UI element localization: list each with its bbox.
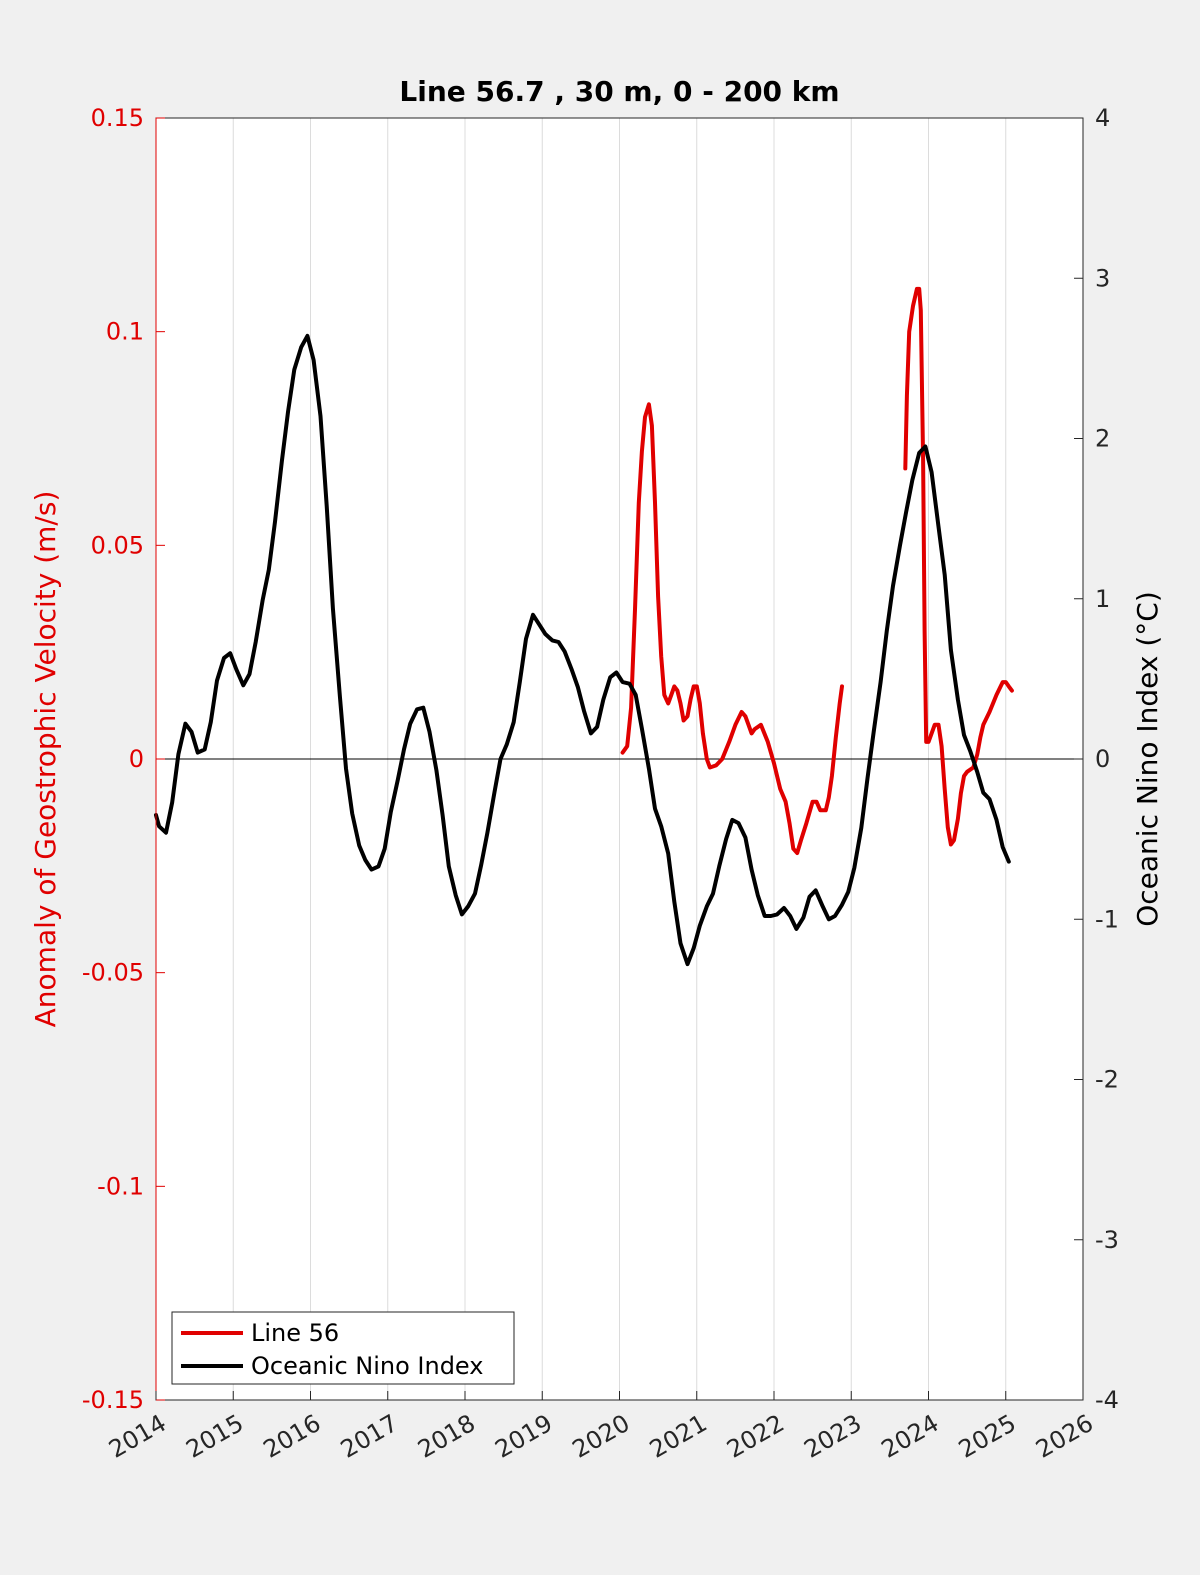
- right-y-axis-label: Oceanic Nino Index (°C): [1131, 591, 1164, 927]
- left-y-tick-label: 0: [129, 745, 144, 773]
- left-y-tick-label: 0.1: [106, 318, 144, 346]
- legend: Line 56 Oceanic Nino Index: [171, 1311, 515, 1385]
- right-y-tick-label: 4: [1095, 104, 1110, 132]
- right-y-tick-label: -4: [1095, 1386, 1119, 1414]
- right-y-tick-label: 1: [1095, 585, 1110, 613]
- legend-label-oni: Oceanic Nino Index: [251, 1352, 483, 1380]
- right-y-tick-label: -2: [1095, 1066, 1119, 1094]
- left-y-tick-label: -0.05: [82, 959, 144, 987]
- series-line-line56-segment-1: [620, 402, 844, 855]
- left-y-tick-label: -0.15: [82, 1386, 144, 1414]
- legend-box: [171, 1311, 515, 1385]
- chart-title: Line 56.7 , 30 m, 0 - 200 km: [399, 75, 839, 108]
- series-line-line56-segment-2: [903, 286, 1014, 847]
- legend-label-line56: Line 56: [251, 1319, 339, 1347]
- left-y-tick-label: 0.05: [91, 531, 144, 559]
- left-y-tick-label: -0.1: [97, 1172, 144, 1200]
- series-layer: [154, 286, 1014, 967]
- right-y-tick-label: 3: [1095, 264, 1110, 292]
- right-y-tick-label: -3: [1095, 1226, 1119, 1254]
- left-y-axis-label: Anomaly of Geostrophic Velocity (m/s): [29, 491, 62, 1028]
- right-y-tick-label: 0: [1095, 745, 1110, 773]
- right-y-tick-label: -1: [1095, 905, 1119, 933]
- left-y-tick-label: 0.15: [91, 104, 144, 132]
- right-y-tick-label: 2: [1095, 425, 1110, 453]
- series-line-oni: [154, 333, 1011, 967]
